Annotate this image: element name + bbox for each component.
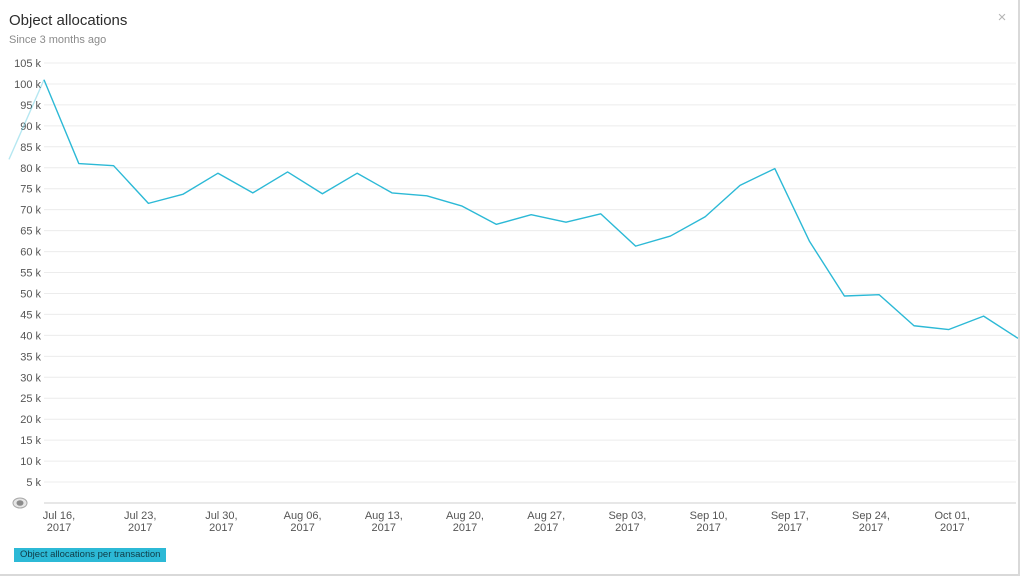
x-tick-label: 2017 [940, 522, 964, 534]
close-icon[interactable]: × [997, 9, 1007, 26]
x-tick-label: 2017 [47, 522, 71, 534]
chart-subtitle: Since 3 months ago [9, 34, 107, 46]
y-tick-label: 90 k [20, 121, 41, 133]
y-tick-label: 100 k [14, 79, 41, 91]
x-tick-label: Oct 01, [934, 510, 969, 522]
y-tick-label: 40 k [20, 330, 41, 342]
y-tick-label: 30 k [20, 372, 41, 384]
x-tick-label: 2017 [453, 522, 477, 534]
y-tick-label: 70 k [20, 205, 41, 217]
y-tick-label: 75 k [20, 184, 41, 196]
x-tick-label: Sep 10, [690, 510, 728, 522]
chart-title: Object allocations [9, 12, 128, 29]
x-tick-label: Sep 24, [852, 510, 890, 522]
y-tick-label: 105 k [14, 58, 41, 70]
series-layer [8, 79, 1018, 339]
x-tick-label: Sep 03, [608, 510, 646, 522]
y-tick-label: 15 k [20, 435, 41, 447]
y-tick-label: 60 k [20, 247, 41, 259]
x-tick-label: Aug 06, [284, 510, 322, 522]
y-tick-label: 35 k [20, 351, 41, 363]
series-line [43, 79, 1018, 339]
x-tick-label: 2017 [290, 522, 314, 534]
y-tick-label: 5 k [26, 477, 41, 489]
y-axis-labels: 5 k 10 k 15 k 20 k 25 k 30 k 35 k 40 k 45 k 50 k 5… [14, 58, 41, 489]
y-tick-label: 85 k [20, 142, 41, 154]
y-tick-label: 25 k [20, 393, 41, 405]
y-tick-label: 65 k [20, 226, 41, 238]
handle-icon-core [16, 500, 24, 506]
x-tick-label: 2017 [209, 522, 233, 534]
x-tick-label: Aug 13, [365, 510, 403, 522]
y-tick-label: 95 k [20, 100, 41, 112]
x-tick-label: 2017 [128, 522, 152, 534]
legend-item[interactable]: Object allocations per transaction [14, 548, 167, 562]
y-tick-label: 50 k [20, 288, 41, 300]
y-tick-label: 55 k [20, 268, 41, 280]
x-tick-label: Jul 16, [43, 510, 75, 522]
y-tick-label: 45 k [20, 309, 41, 321]
range-handle [12, 497, 28, 509]
x-tick-label: Jul 30, [205, 510, 237, 522]
x-tick-label: Aug 27, [527, 510, 565, 522]
y-tick-label: 20 k [20, 414, 41, 426]
y-tick-label: 10 k [20, 456, 41, 468]
x-tick-label: Jul 23, [124, 510, 156, 522]
x-tick-label: 2017 [696, 522, 720, 534]
x-tick-label: 2017 [534, 522, 558, 534]
x-tick-label: 2017 [372, 522, 396, 534]
x-tick-label: 2017 [778, 522, 802, 534]
y-tick-label: 80 k [20, 163, 41, 175]
x-tick-label: 2017 [615, 522, 639, 534]
grid-lines [44, 62, 1016, 504]
x-tick-label: 2017 [859, 522, 883, 534]
x-tick-label: Aug 20, [446, 510, 484, 522]
series-lead-in [8, 79, 45, 160]
x-tick-label: Sep 17, [771, 510, 809, 522]
